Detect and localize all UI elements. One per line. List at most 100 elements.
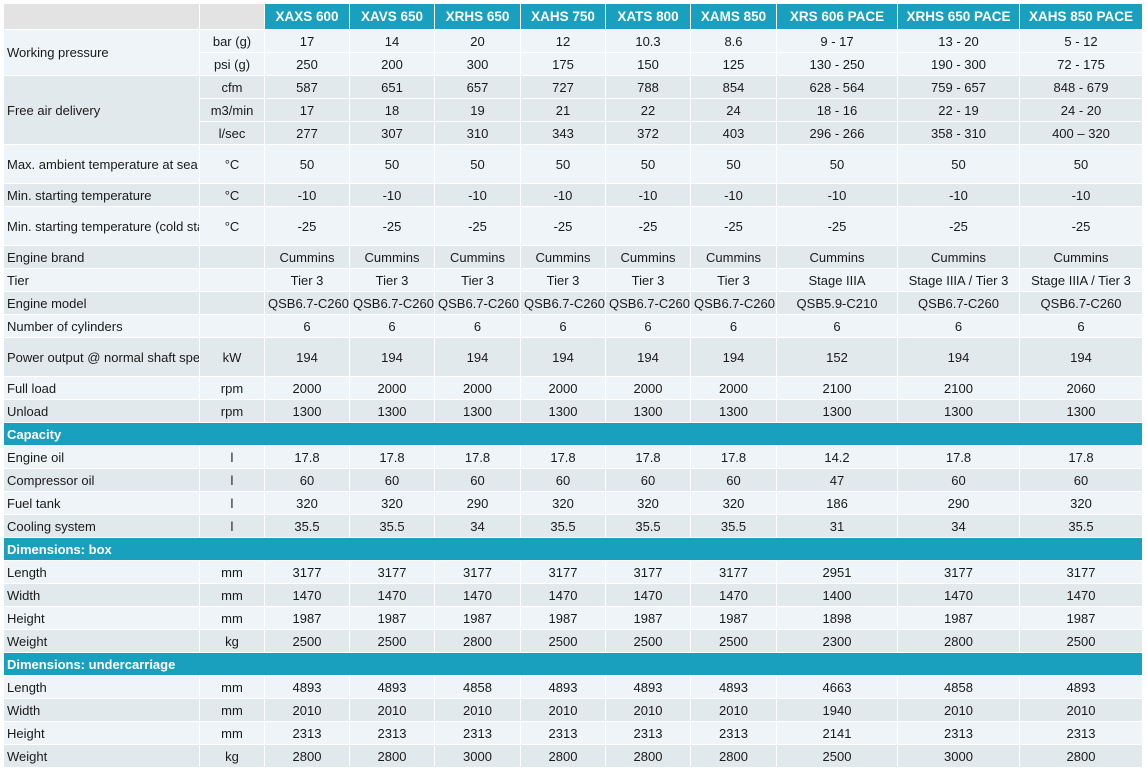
row-label: Length bbox=[4, 561, 200, 584]
table-row: Cooling system l 35.5 35.5 34 35.5 35.5 35.5 31 3… bbox=[4, 515, 1143, 538]
value-cell: 651 bbox=[350, 76, 435, 99]
value-cell: 657 bbox=[435, 76, 521, 99]
value-cell: 17.8 bbox=[1020, 446, 1143, 469]
value-cell: 3000 bbox=[435, 745, 521, 768]
table-row: Tier Tier 3 Tier 3 Tier 3 Tier 3 Tier 3 Tier 3… bbox=[4, 269, 1143, 292]
value-cell: 2313 bbox=[265, 722, 350, 745]
model-header: XRS 606 PACE bbox=[777, 4, 898, 30]
value-cell: 1400 bbox=[777, 584, 898, 607]
value-cell: 1300 bbox=[265, 400, 350, 423]
table-row: Min. starting temperature (cold start ai… bbox=[4, 207, 1143, 246]
value-cell: -25 bbox=[521, 207, 606, 246]
row-label: Length bbox=[4, 676, 200, 699]
row-label: Min. starting temperature bbox=[4, 184, 200, 207]
value-cell: 34 bbox=[435, 515, 521, 538]
value-cell: -25 bbox=[777, 207, 898, 246]
value-cell: 4893 bbox=[265, 676, 350, 699]
row-unit bbox=[200, 292, 265, 315]
value-cell: 2010 bbox=[898, 699, 1020, 722]
value-cell: -10 bbox=[1020, 184, 1143, 207]
value-cell: 6 bbox=[691, 315, 777, 338]
row-unit: m3/min bbox=[200, 99, 265, 122]
row-label: Power output @ normal shaft speed bbox=[4, 338, 200, 377]
value-cell: Cummins bbox=[777, 246, 898, 269]
value-cell: -25 bbox=[606, 207, 691, 246]
section-header: Dimensions: undercarriage bbox=[4, 653, 1143, 676]
value-cell: 1987 bbox=[350, 607, 435, 630]
value-cell: 8.6 bbox=[691, 30, 777, 53]
value-cell: 194 bbox=[350, 338, 435, 377]
value-cell: 22 - 19 bbox=[898, 99, 1020, 122]
value-cell: -10 bbox=[691, 184, 777, 207]
value-cell: Tier 3 bbox=[521, 269, 606, 292]
value-cell: 2500 bbox=[777, 745, 898, 768]
value-cell: 2500 bbox=[606, 630, 691, 653]
value-cell: 1470 bbox=[606, 584, 691, 607]
row-unit: l bbox=[200, 446, 265, 469]
table-row: Length mm 4893 4893 4858 4893 4893 4893 4663 4858… bbox=[4, 676, 1143, 699]
value-cell: 587 bbox=[265, 76, 350, 99]
value-cell: 17.8 bbox=[435, 446, 521, 469]
value-cell: QSB6.7-C260 bbox=[350, 292, 435, 315]
value-cell: 310 bbox=[435, 122, 521, 145]
value-cell: 2300 bbox=[777, 630, 898, 653]
row-label: Width bbox=[4, 699, 200, 722]
value-cell: 1300 bbox=[350, 400, 435, 423]
value-cell: 60 bbox=[435, 469, 521, 492]
value-cell: 2010 bbox=[350, 699, 435, 722]
value-cell: 194 bbox=[435, 338, 521, 377]
value-cell: 6 bbox=[521, 315, 606, 338]
value-cell: 6 bbox=[265, 315, 350, 338]
value-cell: 2313 bbox=[1020, 722, 1143, 745]
table-row: Engine model QSB6.7-C260 QSB6.7-C260 QSB6.7… bbox=[4, 292, 1143, 315]
value-cell: 1470 bbox=[691, 584, 777, 607]
value-cell: 2500 bbox=[265, 630, 350, 653]
value-cell: 2010 bbox=[521, 699, 606, 722]
value-cell: 3000 bbox=[898, 745, 1020, 768]
table-row: Engine oil l 17.8 17.8 17.8 17.8 17.8 17.8 14.2 1… bbox=[4, 446, 1143, 469]
value-cell: 14.2 bbox=[777, 446, 898, 469]
value-cell: -25 bbox=[435, 207, 521, 246]
value-cell: 50 bbox=[521, 145, 606, 184]
value-cell: 4663 bbox=[777, 676, 898, 699]
table-row: l/sec 277 307 310 343 372 403 296 - 266 358 - 31… bbox=[4, 122, 1143, 145]
value-cell: 17.8 bbox=[898, 446, 1020, 469]
row-unit: psi (g) bbox=[200, 53, 265, 76]
value-cell: 2000 bbox=[606, 377, 691, 400]
row-label: Min. starting temperature (cold start ai… bbox=[4, 207, 200, 246]
value-cell: 3177 bbox=[898, 561, 1020, 584]
value-cell: 50 bbox=[898, 145, 1020, 184]
value-cell: 2800 bbox=[265, 745, 350, 768]
value-cell: 17.8 bbox=[691, 446, 777, 469]
row-unit: kg bbox=[200, 745, 265, 768]
value-cell: 6 bbox=[1020, 315, 1143, 338]
value-cell: QSB6.7-C260 bbox=[691, 292, 777, 315]
value-cell: 2100 bbox=[777, 377, 898, 400]
value-cell: 2000 bbox=[350, 377, 435, 400]
value-cell: -10 bbox=[898, 184, 1020, 207]
value-cell: 2010 bbox=[265, 699, 350, 722]
table-row: Height mm 2313 2313 2313 2313 2313 2313 2141 2313… bbox=[4, 722, 1143, 745]
value-cell: 60 bbox=[1020, 469, 1143, 492]
value-cell: 18 bbox=[350, 99, 435, 122]
table-row: Unload rpm 1300 1300 1300 1300 1300 1300 1300 130… bbox=[4, 400, 1143, 423]
table-row: m3/min 17 18 19 21 22 24 18 - 16 22 - 19 24 - 20 bbox=[4, 99, 1143, 122]
value-cell: 6 bbox=[435, 315, 521, 338]
row-label: Width bbox=[4, 584, 200, 607]
value-cell: QSB6.7-C260 bbox=[265, 292, 350, 315]
value-cell: 2951 bbox=[777, 561, 898, 584]
value-cell: 4893 bbox=[521, 676, 606, 699]
value-cell: 200 bbox=[350, 53, 435, 76]
value-cell: QSB6.7-C260 bbox=[521, 292, 606, 315]
row-unit: l bbox=[200, 469, 265, 492]
value-cell: 1300 bbox=[1020, 400, 1143, 423]
value-cell: 403 bbox=[691, 122, 777, 145]
table-row: Number of cylinders 6 6 6 6 6 6 6 6 6 bbox=[4, 315, 1143, 338]
value-cell: 50 bbox=[691, 145, 777, 184]
value-cell: 628 - 564 bbox=[777, 76, 898, 99]
table-row: Free air delivery cfm 587 651 657 727 788 854 62… bbox=[4, 76, 1143, 145]
value-cell: 152 bbox=[777, 338, 898, 377]
value-cell: QSB6.7-C260 bbox=[435, 292, 521, 315]
value-cell: 2313 bbox=[606, 722, 691, 745]
value-cell: -10 bbox=[521, 184, 606, 207]
